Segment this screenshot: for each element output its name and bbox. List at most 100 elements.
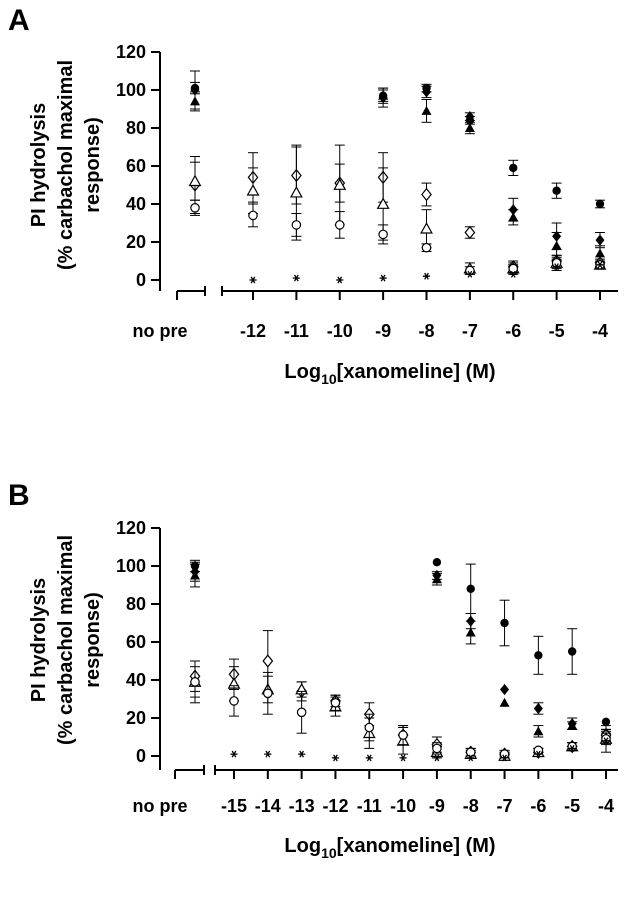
marker-filled-triangle <box>595 248 605 258</box>
series-filled-triangle <box>190 563 611 744</box>
marker-asterisk <box>500 754 509 762</box>
marker-open-diamond <box>421 187 432 202</box>
panel-label: A <box>8 4 30 37</box>
marker-open-diamond <box>464 225 476 240</box>
marker-filled-triangle <box>421 105 432 115</box>
marker-asterisk <box>298 750 306 758</box>
marker-open-triangle <box>289 185 303 198</box>
marker-filled-diamond <box>465 111 475 123</box>
y-axis-label-line: (% carbachol maximal <box>55 535 77 745</box>
marker-filled-circle <box>595 199 605 209</box>
y-tick-label: 40 <box>126 194 146 214</box>
marker-filled-diamond <box>422 86 431 98</box>
x-axis-label-subscript: 10 <box>321 371 337 387</box>
marker-asterisk <box>331 754 340 762</box>
marker-filled-diamond <box>190 84 200 96</box>
y-tick-label: 0 <box>136 270 146 290</box>
y-tick-label: 60 <box>126 156 146 176</box>
x-axis-label-rest: [xanomeline] (M) <box>337 361 496 383</box>
marker-asterisk <box>534 750 542 758</box>
marker-asterisk <box>553 263 561 271</box>
marker-filled-circle <box>466 584 475 593</box>
series-open-triangle <box>188 666 613 761</box>
marker-open-circle <box>330 697 341 708</box>
marker-asterisk <box>379 274 387 282</box>
series-filled-diamond <box>190 561 611 739</box>
y-tick-label: 120 <box>116 42 146 62</box>
y-axis-label-line: PI hydrolysis <box>28 103 50 228</box>
y-tick-label: 0 <box>136 746 146 766</box>
x-axis-label-rest: [xanomeline] (M) <box>337 835 496 857</box>
x-tick-label: -11 <box>284 321 309 341</box>
marker-filled-diamond <box>595 234 605 246</box>
marker-open-circle <box>190 203 200 213</box>
marker-filled-circle <box>601 717 611 726</box>
series-open-triangle <box>188 144 607 275</box>
y-tick-label: 20 <box>126 708 146 728</box>
panel-A: A 0 20 40 60 80 100 120 PI hydrolysis (% carbacho… <box>8 4 618 387</box>
marker-asterisk <box>399 754 407 762</box>
marker-open-triangle <box>376 197 390 209</box>
marker-asterisk <box>249 276 257 284</box>
marker-filled-diamond <box>533 702 543 715</box>
y-tick-label: 20 <box>126 232 146 252</box>
x-tick-label: -11 <box>357 796 382 816</box>
marker-asterisk <box>602 737 610 745</box>
marker-filled-circle <box>432 558 442 567</box>
x-tick-label: -8 <box>463 796 479 816</box>
y-tick-label: 80 <box>126 594 146 614</box>
marker-asterisk <box>230 750 238 758</box>
marker-filled-triangle <box>499 697 510 707</box>
marker-open-triangle <box>333 178 347 190</box>
marker-open-circle <box>263 688 273 699</box>
marker-filled-circle <box>567 647 577 656</box>
y-tick-label: 60 <box>126 632 146 652</box>
x-axis-label-main: Log <box>284 835 321 857</box>
marker-asterisk <box>365 754 373 762</box>
marker-filled-triangle <box>378 90 389 100</box>
marker-filled-triangle <box>567 720 578 730</box>
series-asterisk <box>249 261 604 284</box>
marker-open-triangle <box>420 222 433 234</box>
marker-open-circle <box>465 747 476 757</box>
x-tick-label: -6 <box>505 321 521 341</box>
series-open-circle <box>190 199 605 276</box>
marker-filled-circle <box>534 651 543 660</box>
marker-filled-triangle <box>464 123 475 132</box>
x-tick-label: -10 <box>390 796 416 816</box>
marker-open-circle <box>421 242 432 253</box>
marker-open-circle <box>508 263 519 274</box>
marker-filled-diamond <box>500 683 510 696</box>
marker-asterisk <box>422 272 431 280</box>
series-open-diamond <box>189 146 606 274</box>
marker-open-circle <box>296 707 307 718</box>
marker-open-circle <box>378 229 388 240</box>
y-tick-label: 100 <box>116 80 146 100</box>
marker-asterisk <box>336 276 344 284</box>
x-tick-label: -6 <box>530 796 546 816</box>
y-axis-label: PI hydrolysis (% carbachol maximal respons… <box>28 535 104 745</box>
marker-filled-triangle <box>508 212 519 222</box>
marker-filled-triangle <box>533 726 544 736</box>
series-asterisk <box>230 737 610 762</box>
marker-asterisk <box>264 750 272 758</box>
x-tick-label: -12 <box>322 796 348 816</box>
series-filled-triangle <box>190 89 605 262</box>
marker-asterisk <box>433 754 441 762</box>
y-axis-label-line: PI hydrolysis <box>28 578 50 703</box>
x-tick-label: -5 <box>564 796 580 816</box>
marker-asterisk <box>467 754 475 762</box>
y-axis-label-line: response) <box>82 117 104 213</box>
marker-filled-triangle <box>465 627 476 637</box>
marker-open-circle <box>398 730 408 740</box>
y-axis-label-line: response) <box>82 592 104 688</box>
marker-open-triangle <box>188 174 202 187</box>
marker-open-circle <box>432 743 442 754</box>
y-tick-label: 100 <box>116 556 146 576</box>
marker-filled-circle <box>509 163 518 173</box>
marker-open-circle <box>190 677 200 687</box>
marker-asterisk <box>292 274 300 282</box>
marker-filled-triangle <box>190 570 200 580</box>
